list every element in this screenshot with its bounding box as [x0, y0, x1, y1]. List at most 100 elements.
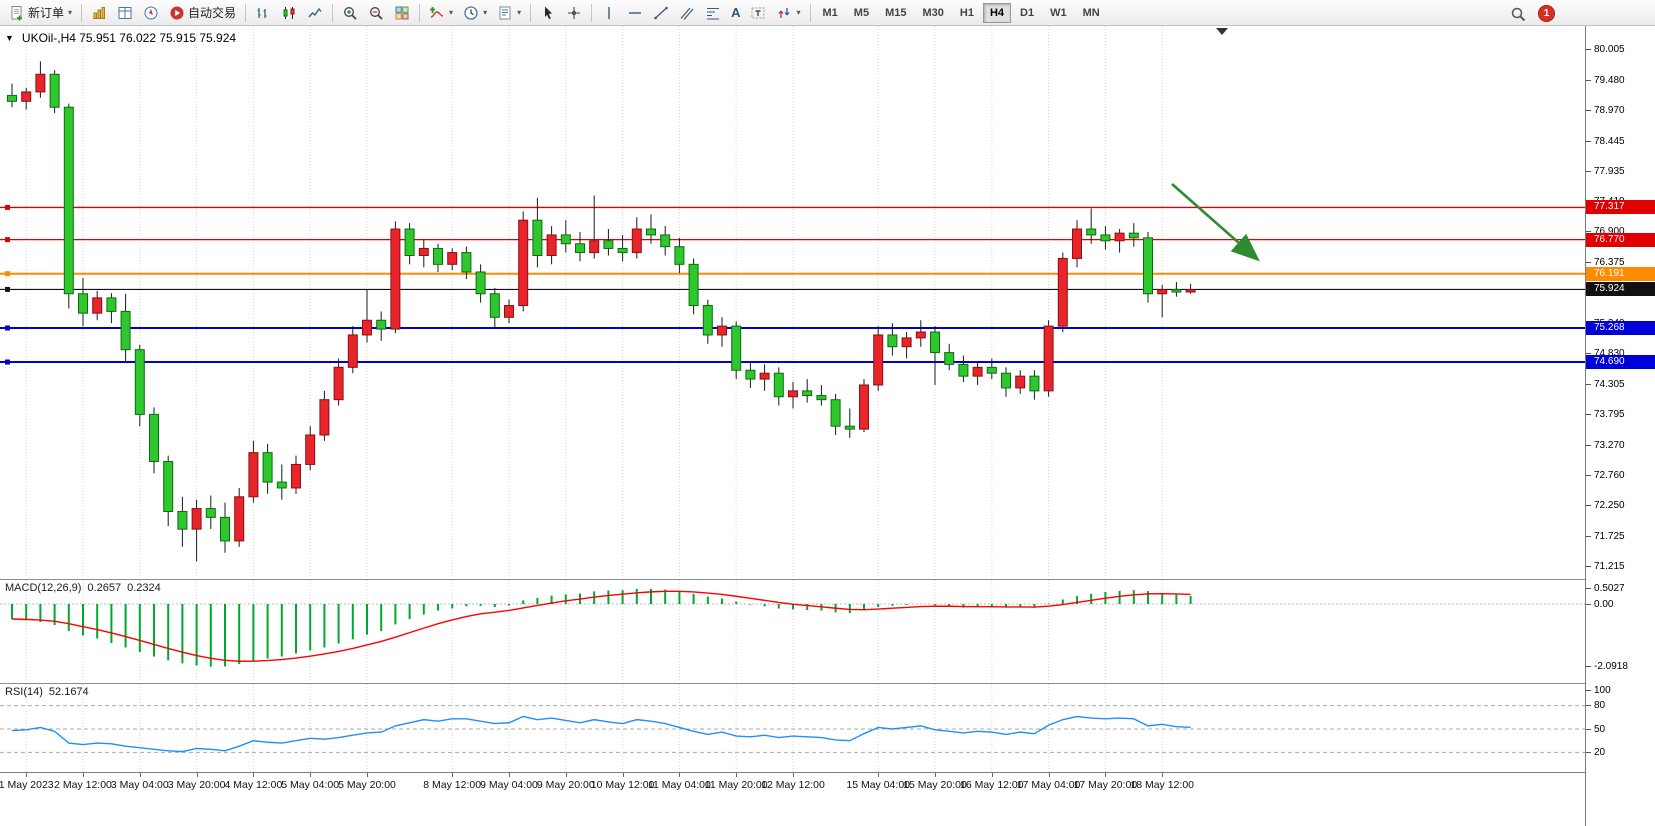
time-axis-label: 10 May 12:00	[590, 779, 655, 791]
timeframe-h4-button[interactable]: H4	[982, 2, 1011, 23]
compass-icon	[143, 5, 159, 21]
time-axis-tick	[793, 773, 794, 777]
line-anchor[interactable]	[5, 325, 10, 331]
price-label-box: 76.770	[1586, 232, 1655, 247]
time-axis-tick	[83, 773, 84, 777]
line-anchor[interactable]	[5, 237, 10, 243]
navigator-button[interactable]	[138, 1, 164, 25]
time-axis-label: 5 May 20:00	[338, 779, 396, 791]
zoom-out-icon	[368, 5, 384, 21]
rsi-pane[interactable]	[0, 684, 1585, 772]
chart-bars-button[interactable]	[250, 1, 276, 25]
chart-candlesticks-button[interactable]	[276, 1, 302, 25]
arrows-button[interactable]: ▾	[771, 1, 805, 25]
line-anchor	[5, 286, 10, 292]
rsi-scale-tick: 50	[1586, 723, 1605, 735]
zoom-in-button[interactable]	[337, 1, 363, 25]
chart-title-bar: ▼ UKOil-,H4 75.951 76.022 75.915 75.924	[5, 31, 236, 45]
time-axis-label: 4 May 12:00	[224, 779, 283, 791]
macd-scale-tick: -2.0918	[1586, 661, 1628, 673]
pane-divider[interactable]	[0, 579, 1585, 580]
timeframe-m15-button[interactable]: M15	[885, 6, 907, 19]
text-button[interactable]: A	[726, 1, 745, 25]
line-anchor[interactable]	[5, 204, 10, 210]
price-tick: 72.760	[1586, 470, 1625, 482]
new-order-button[interactable]: 新订单 ▾	[4, 1, 77, 25]
one-click-trading-toggle-icon[interactable]: ▼	[5, 32, 14, 43]
price-tick: 73.270	[1586, 440, 1625, 452]
channel-button[interactable]	[674, 1, 700, 25]
cursor-button[interactable]	[535, 1, 561, 25]
price-tick: 80.005	[1586, 43, 1625, 55]
timeframe-d1-button[interactable]: D1	[1020, 6, 1035, 19]
timeframe-m1-button[interactable]: M1	[822, 6, 838, 19]
clock-icon	[463, 5, 479, 21]
line-anchor[interactable]	[5, 359, 10, 365]
time-axis-tick	[878, 773, 880, 777]
macd-pane[interactable]	[0, 580, 1585, 682]
ohlc-icon	[255, 5, 271, 21]
rsi-scale-tick: 20	[1586, 746, 1605, 758]
chart-shift-marker[interactable]	[1216, 28, 1228, 35]
text-label-button[interactable]	[745, 1, 771, 25]
time-axis[interactable]: 1 May 2023 2 May 12:00 3 May 04:00 3 May 20…	[0, 772, 1585, 797]
trend-arrow-annotation[interactable]	[1171, 183, 1260, 262]
periods-button[interactable]: ▾	[458, 1, 492, 25]
price-chart-pane[interactable]	[0, 26, 1585, 578]
rsi-value: 52.1674	[48, 686, 89, 698]
pane-divider[interactable]	[0, 683, 1585, 684]
play-icon	[169, 5, 185, 21]
search-icon[interactable]	[1510, 6, 1526, 22]
chart-line-button[interactable]	[302, 1, 328, 25]
time-axis-tick	[139, 773, 141, 777]
rsi-scale-tick: 100	[1586, 684, 1611, 696]
vline-icon	[601, 5, 617, 21]
indicators-button[interactable]: ▾	[424, 1, 458, 25]
autotrading-button[interactable]: 自动交易	[164, 1, 241, 25]
template-icon	[497, 5, 513, 21]
templates-button[interactable]: ▾	[492, 1, 526, 25]
hline-icon	[627, 5, 643, 21]
price-label-box: 74.690	[1586, 355, 1655, 370]
zoom-out-button[interactable]	[363, 1, 389, 25]
grid-icon	[117, 5, 133, 21]
indicator-icon	[429, 5, 445, 21]
tile-windows-button[interactable]	[389, 1, 415, 25]
time-axis-label: 11 May 04:00	[647, 779, 711, 791]
crosshair-button[interactable]	[561, 1, 587, 25]
time-axis-label: 17 May 04:00	[1016, 779, 1081, 791]
horizontal-line-button[interactable]	[622, 1, 648, 25]
time-axis-tick	[452, 773, 454, 777]
toolbar-separator	[591, 3, 593, 22]
labelT-icon	[750, 5, 766, 21]
price-tick: 74.305	[1586, 379, 1625, 391]
market-watch-button[interactable]	[86, 1, 112, 25]
time-axis-tick	[565, 773, 567, 777]
timeframe-mn-button[interactable]: MN	[1082, 6, 1100, 19]
price-tick: 73.795	[1586, 409, 1625, 421]
time-axis-label: 3 May 20:00	[167, 779, 226, 791]
price-scale[interactable]: 80.00579.48078.97078.44577.93577.41076.9…	[1585, 26, 1655, 826]
vertical-line-button[interactable]	[596, 1, 622, 25]
price-label-box: 75.268	[1586, 321, 1655, 335]
timeframe-w1-button[interactable]: W1	[1050, 6, 1067, 19]
timeframe-m5-button[interactable]: M5	[853, 6, 870, 19]
fibonacci-button[interactable]	[700, 1, 726, 25]
time-axis-tick	[253, 773, 255, 777]
horizontal-lines[interactable]	[0, 204, 1585, 365]
trendline-button[interactable]	[648, 1, 674, 25]
time-axis-tick	[310, 773, 312, 777]
data-window-button[interactable]	[112, 1, 138, 25]
time-axis-label: 11 May 20:00	[704, 779, 768, 791]
price-label-box: 75.924	[1586, 282, 1655, 297]
price-tick: 71.725	[1586, 531, 1625, 543]
timeframe-m30-button[interactable]: M30	[922, 6, 944, 19]
line-anchor[interactable]	[5, 271, 10, 277]
toolbar-separator	[245, 3, 247, 22]
dropdown-caret-icon: ▾	[483, 8, 488, 17]
notification-badge[interactable]: 1	[1538, 5, 1555, 22]
timeframe-h1-button[interactable]: H1	[959, 6, 974, 19]
time-axis-tick	[26, 773, 28, 777]
toolbar-separator	[332, 3, 334, 22]
